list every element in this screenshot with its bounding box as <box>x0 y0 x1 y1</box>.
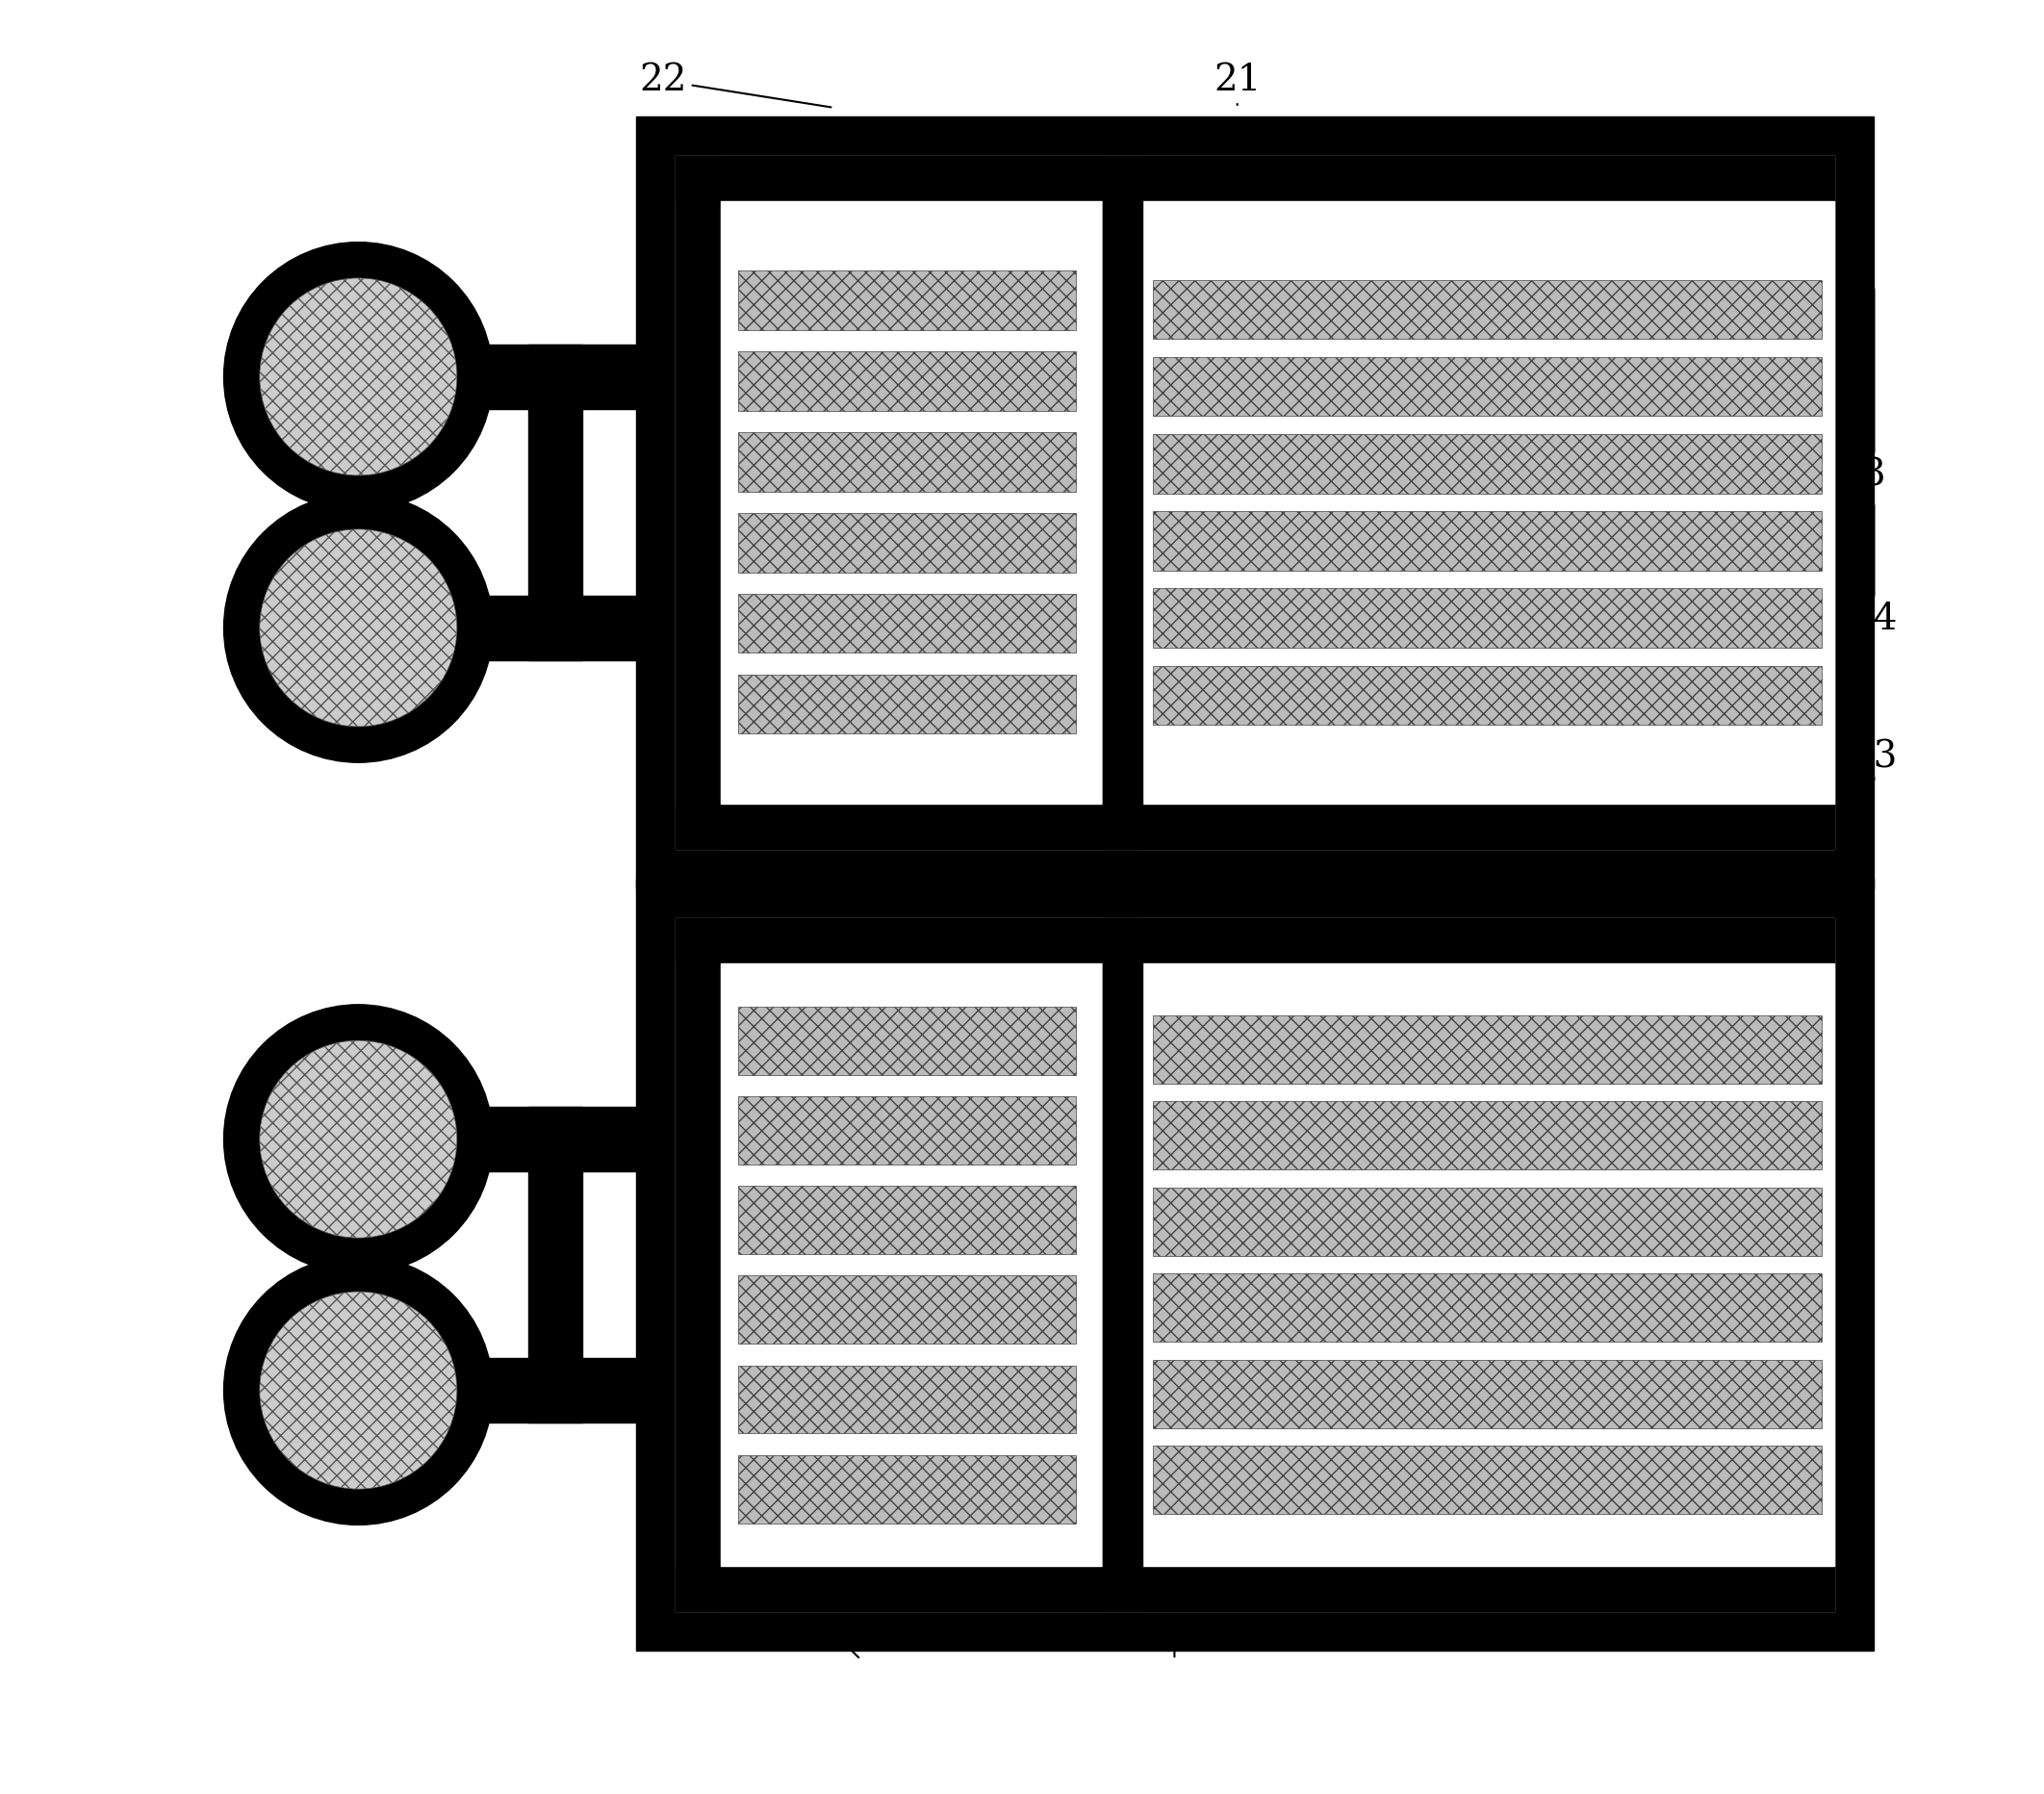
Bar <box>636 879 1874 1650</box>
Circle shape <box>223 1256 493 1525</box>
Bar <box>474 344 636 409</box>
Circle shape <box>260 1041 458 1238</box>
Bar <box>677 156 1102 201</box>
Circle shape <box>223 493 493 762</box>
Bar <box>722 963 1102 1566</box>
Bar <box>529 344 583 660</box>
FancyBboxPatch shape <box>738 1096 1075 1164</box>
Bar <box>677 919 722 1611</box>
FancyBboxPatch shape <box>1153 1102 1821 1170</box>
FancyBboxPatch shape <box>738 271 1075 330</box>
Bar <box>1139 201 1836 804</box>
Text: 12: 12 <box>264 590 397 682</box>
Text: 21: 21 <box>1214 63 1261 106</box>
Text: 11: 11 <box>264 339 397 431</box>
Bar <box>677 919 1836 1611</box>
FancyBboxPatch shape <box>738 594 1075 653</box>
FancyBboxPatch shape <box>738 1186 1075 1254</box>
Bar <box>1102 919 1143 1611</box>
FancyBboxPatch shape <box>1153 666 1821 725</box>
FancyBboxPatch shape <box>1153 1446 1821 1514</box>
Circle shape <box>260 278 458 475</box>
Bar <box>1102 919 1139 1611</box>
Text: 22: 22 <box>1151 1624 1198 1659</box>
Circle shape <box>223 242 493 511</box>
FancyBboxPatch shape <box>738 675 1075 734</box>
Bar <box>677 1566 1102 1611</box>
FancyBboxPatch shape <box>738 1006 1075 1075</box>
FancyBboxPatch shape <box>738 352 1075 411</box>
Bar <box>1102 156 1139 849</box>
Text: 14: 14 <box>1850 504 1899 637</box>
Bar <box>474 1107 636 1171</box>
Bar <box>636 117 1874 888</box>
Text: 22: 22 <box>640 63 832 108</box>
FancyBboxPatch shape <box>1153 434 1821 493</box>
FancyBboxPatch shape <box>1153 588 1821 648</box>
Bar <box>1102 156 1143 849</box>
Bar <box>677 156 1836 849</box>
FancyBboxPatch shape <box>1153 357 1821 416</box>
Circle shape <box>260 529 458 727</box>
Bar <box>1139 919 1836 963</box>
Bar <box>1139 963 1836 1566</box>
FancyBboxPatch shape <box>1153 1188 1821 1256</box>
Bar <box>474 1358 636 1423</box>
Bar <box>677 156 722 849</box>
FancyBboxPatch shape <box>1153 1015 1821 1084</box>
FancyBboxPatch shape <box>1153 280 1821 339</box>
Text: 13: 13 <box>1850 739 1897 780</box>
Bar <box>529 1107 583 1423</box>
FancyBboxPatch shape <box>738 1365 1075 1433</box>
Bar <box>1139 156 1836 201</box>
Text: 21: 21 <box>820 1624 867 1659</box>
Bar <box>1139 804 1836 849</box>
FancyBboxPatch shape <box>738 513 1075 572</box>
FancyBboxPatch shape <box>738 1276 1075 1344</box>
Bar <box>722 201 1102 804</box>
Circle shape <box>223 1005 493 1274</box>
FancyBboxPatch shape <box>738 1455 1075 1523</box>
Bar <box>677 919 1102 963</box>
FancyBboxPatch shape <box>1153 1360 1821 1428</box>
Bar <box>474 596 636 660</box>
FancyBboxPatch shape <box>1153 1274 1821 1342</box>
Text: 3: 3 <box>1862 289 1887 493</box>
FancyBboxPatch shape <box>738 432 1075 492</box>
Bar <box>677 804 1102 849</box>
FancyBboxPatch shape <box>1153 511 1821 570</box>
Circle shape <box>260 1292 458 1489</box>
Bar <box>1139 1566 1836 1611</box>
